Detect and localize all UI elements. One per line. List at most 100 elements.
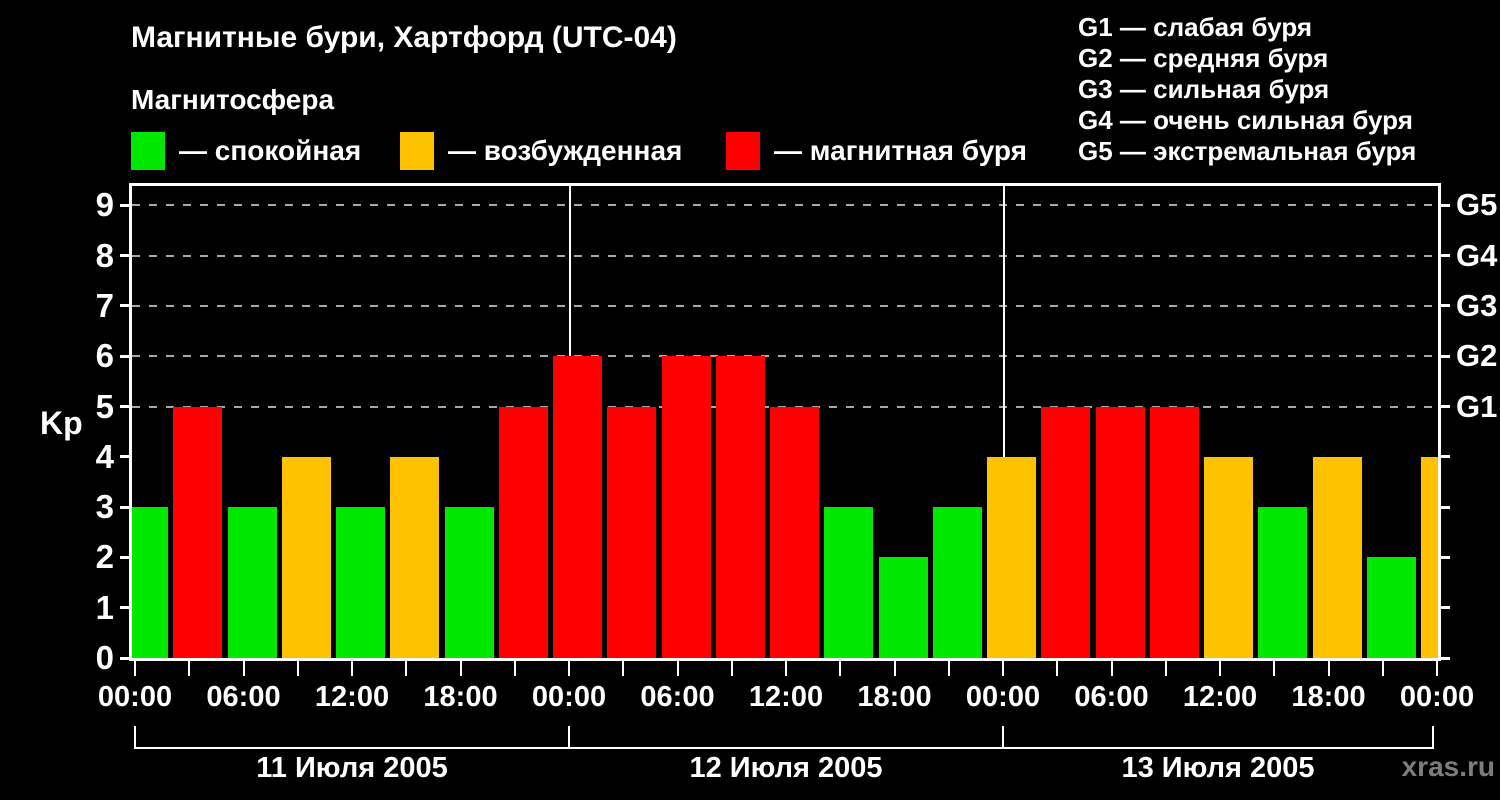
kp-bar-10 [661, 356, 711, 658]
legend-item-label: — магнитная буря [774, 135, 1027, 166]
g-level-label-g1: G1 [1456, 388, 1498, 424]
x-tick-2 [242, 661, 245, 676]
x-tick-label-18: 06:00 [1074, 681, 1149, 713]
x-tick-label-14: 18:00 [857, 681, 932, 713]
kp-bar-18 [1095, 406, 1145, 658]
gridline-kp6 [132, 355, 1438, 358]
kp-bar-8 [553, 356, 602, 658]
x-tick-6 [459, 661, 462, 676]
x-tick-10 [676, 661, 679, 676]
y-tick-right-9 [1441, 203, 1450, 207]
gridline-kp7 [132, 304, 1438, 307]
g-scale-legend: G1 — слабая буря G2 — средняя буря G3 — си… [1078, 12, 1416, 167]
g-legend-line-g5: G5 — экстремальная буря [1078, 136, 1417, 166]
x-tick-8 [568, 661, 570, 676]
kp-bar-9 [607, 406, 657, 658]
y-tick-label-0: 0 [95, 639, 114, 676]
date-axis-tick-1 [568, 726, 570, 749]
kp-bar-5 [390, 456, 440, 658]
y-tick-right-0 [1441, 656, 1450, 660]
x-tick-label-22: 18:00 [1291, 681, 1366, 713]
x-tick-12 [785, 661, 787, 676]
g-legend-line-g4: G4 — очень сильная буря [1078, 105, 1413, 135]
x-tick-label-8: 00:00 [531, 681, 607, 713]
x-tick-label-0: 00:00 [97, 681, 173, 713]
kp-bar-15 [932, 507, 982, 658]
y-tick-label-7: 7 [95, 286, 114, 324]
y-tick-label-4: 4 [95, 437, 114, 475]
legend-item-label: — спокойная [179, 135, 362, 166]
x-tick-9 [622, 661, 625, 676]
watermark-xras: xras.ru [1401, 751, 1495, 782]
y-tick-left-8 [120, 254, 129, 258]
y-tick-left-0 [120, 656, 129, 660]
y-tick-label-5: 5 [95, 387, 114, 425]
kp-bar-3 [281, 456, 331, 658]
date-axis-tick-0 [134, 726, 136, 749]
x-tick-0 [134, 661, 136, 676]
x-tick-18 [1110, 661, 1113, 676]
x-tick-4 [351, 661, 353, 676]
kp-bar-13 [824, 507, 874, 658]
y-tick-left-7 [120, 304, 129, 308]
x-tick-label-12: 12:00 [748, 681, 824, 713]
y-tick-right-6 [1441, 354, 1450, 358]
kp-bar-24 [1421, 456, 1438, 658]
x-tick-17 [1056, 661, 1059, 676]
x-tick-label-16: 00:00 [965, 681, 1041, 713]
x-tick-7 [513, 661, 516, 676]
kp-bar-0 [132, 507, 168, 658]
x-tick-23 [1381, 661, 1384, 676]
y-tick-label-1: 1 [95, 588, 114, 626]
y-tick-right-2 [1441, 555, 1450, 559]
y-tick-label-9: 9 [95, 186, 114, 224]
kp-bar-17 [1041, 406, 1091, 658]
x-tick-13 [839, 661, 842, 676]
legend-item-storm: — магнитная буря [726, 132, 1027, 170]
x-tick-label-6: 18:00 [423, 681, 498, 713]
y-tick-left-3 [120, 505, 129, 509]
kp-bar-22 [1312, 456, 1362, 658]
g-legend-line-g2: G2 — средняя буря [1078, 43, 1329, 73]
kp-bar-11 [715, 356, 765, 658]
kp-bar-12 [770, 406, 819, 658]
g-level-label-g4: G4 [1456, 237, 1498, 273]
x-tick-11 [730, 661, 733, 676]
day-divider-2 [1003, 186, 1005, 658]
g-level-label-g2: G2 [1456, 338, 1498, 374]
date-label-1: 12 Июля 2005 [689, 752, 883, 784]
storm-swatch-icon [726, 132, 760, 170]
date-axis-tick-3 [1432, 726, 1434, 749]
y-tick-right-1 [1441, 606, 1450, 610]
kp-bar-2 [227, 507, 277, 658]
quiet-swatch-icon [131, 132, 165, 170]
kp-bar-6 [444, 507, 494, 658]
y-tick-left-2 [120, 555, 129, 559]
gridline-kp9 [132, 204, 1438, 207]
kp-bar-14 [878, 557, 928, 658]
x-tick-21 [1273, 661, 1276, 676]
x-tick-16 [1002, 661, 1004, 676]
x-tick-label-24: 00:00 [1399, 681, 1475, 713]
x-tick-label-10: 06:00 [640, 681, 715, 713]
kp-bar-19 [1149, 406, 1199, 658]
kp-bar-7 [498, 406, 548, 658]
unsettled-swatch-icon [400, 132, 434, 170]
x-tick-22 [1327, 661, 1330, 676]
g-level-label-g3: G3 [1456, 287, 1498, 323]
x-tick-14 [893, 661, 896, 676]
legend-item-unsettled: — возбужденная [400, 132, 682, 170]
y-tick-label-6: 6 [95, 337, 114, 375]
y-tick-right-3 [1441, 505, 1450, 509]
legend-item-label: — возбужденная [448, 135, 683, 166]
y-tick-left-5 [120, 405, 129, 408]
g-legend-line-g3: G3 — сильная буря [1078, 74, 1330, 104]
x-tick-20 [1219, 661, 1221, 676]
g-level-label-g5: G5 [1456, 187, 1498, 223]
y-tick-right-4 [1441, 455, 1450, 459]
x-tick-label-4: 12:00 [314, 681, 390, 713]
y-tick-left-6 [120, 354, 129, 358]
chart-title: Магнитные бури, Хартфорд (UTC-04) [131, 21, 677, 54]
kp-bar-4 [336, 507, 385, 658]
